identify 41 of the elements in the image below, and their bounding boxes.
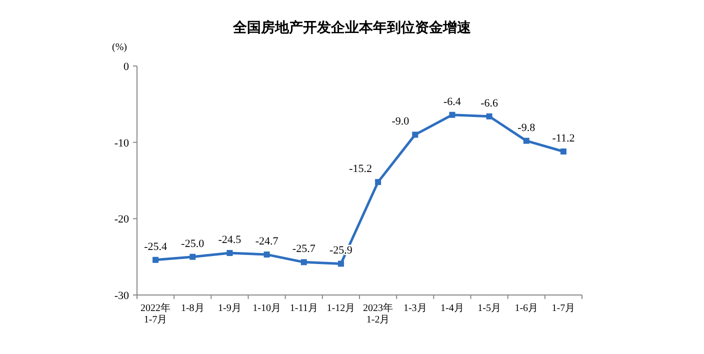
point (412, 132, 418, 138)
x-tick-label: 1-10月 (252, 303, 281, 314)
x-tick-label: 1-9月 (218, 303, 242, 314)
point (523, 138, 530, 144)
data-label: -11.2 (552, 132, 575, 144)
x-tick-label: 1-3月 (403, 303, 427, 314)
data-label: -24.5 (218, 234, 242, 246)
point (264, 252, 270, 258)
point (560, 148, 566, 154)
y-tick-label: -30 (114, 290, 130, 302)
x-tick-label: 1-5月 (478, 303, 501, 314)
point (190, 254, 196, 260)
data-label: -25.0 (181, 238, 205, 250)
data-label: -9.8 (518, 122, 536, 134)
x-tick-label: 1-8月 (180, 303, 204, 314)
x-tick-label: 1-7月 (552, 303, 576, 314)
point (486, 113, 492, 120)
x-tick-label: 1-6月 (514, 303, 538, 314)
data-label: -15.2 (349, 163, 372, 176)
point (338, 260, 344, 267)
data-label: -6.4 (443, 96, 462, 108)
y-tick-label: 0 (124, 61, 130, 73)
x-tick-label: 2023年 1-2月 (363, 302, 394, 326)
data-label: -24.7 (255, 236, 279, 248)
data-label: -9.0 (392, 116, 410, 128)
x-tick-label: 2022年 1-7月 (140, 302, 171, 326)
x-tick-label: 1-12月 (326, 303, 356, 314)
point (449, 112, 456, 118)
y-axis-title: (%) (112, 42, 127, 53)
x-tick-label: 1-4月 (440, 303, 464, 314)
data-label: -25.4 (144, 240, 168, 253)
point (152, 256, 159, 263)
data-label: -25.7 (292, 243, 316, 256)
y-tick-label: -10 (114, 137, 130, 150)
title: 全国房地产开发企业本年到位资金增速 (233, 20, 471, 36)
y-tick-label: -20 (114, 214, 130, 226)
point (300, 259, 307, 266)
point (375, 179, 382, 186)
x-tick-label: 1-11月 (290, 303, 318, 314)
point (226, 250, 233, 256)
data-label: -6.6 (480, 97, 498, 110)
